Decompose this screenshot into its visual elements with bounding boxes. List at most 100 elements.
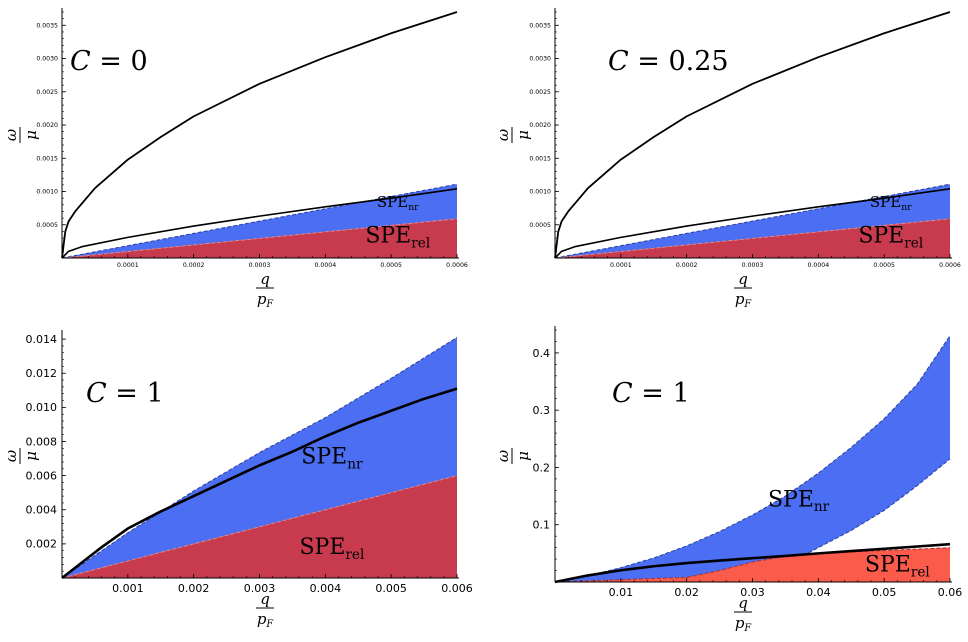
label-SPE_rel-main: SPE xyxy=(365,224,411,249)
axes: 0.0001 0.0002 0.0003 0.0004 0.0005 0.0006 0.00… xyxy=(36,8,468,269)
panel-top-left: 0.0001 0.0002 0.0003 0.0004 0.0005 0.0006 0.00… xyxy=(2,8,468,310)
annotation-value: 1 xyxy=(146,378,163,409)
label-SPE_nr-main: SPE xyxy=(768,487,814,512)
y-tick-label: 0.008 xyxy=(26,435,58,448)
x-tick-label: 0.0004 xyxy=(808,262,830,269)
x-axis-label: q pF xyxy=(256,270,274,310)
region-SPE_rel-upper-edge xyxy=(554,218,951,259)
x-tick-label: 0.004 xyxy=(310,582,342,595)
label-SPE_nr-subscript: nr xyxy=(408,202,419,213)
region-SPE_nr xyxy=(555,335,950,582)
label-SPE_rel-main: SPE xyxy=(865,553,911,578)
curve-upper-plasmon xyxy=(554,11,951,259)
y-tick-label: 0.0015 xyxy=(36,155,58,162)
annotation-equals: = xyxy=(629,46,669,77)
y-axis-label-denominator: μ xyxy=(514,130,532,140)
x-tick-label: 0.03 xyxy=(740,586,765,599)
x-axis-label-subscript: F xyxy=(265,619,274,630)
region-SPE_rel-upper-edge xyxy=(554,547,951,583)
label-SPE_nr: SPEnr xyxy=(768,487,830,515)
x-tick-label: 0.0002 xyxy=(676,262,698,269)
annotation-variable: C xyxy=(608,46,629,77)
region-SPE_rel-upper-edge xyxy=(61,475,458,579)
axes: 0.0001 0.0002 0.0003 0.0004 0.0005 0.0006 0.00… xyxy=(529,8,961,269)
y-tick-label: 0.002 xyxy=(26,538,58,551)
label-SPE_rel-subscript: rel xyxy=(911,565,930,581)
label-SPE_rel-main: SPE xyxy=(299,535,345,560)
panel-bottom-left: 0.001 0.002 0.003 0.004 0.005 0.006 0.002 0.004… xyxy=(2,330,473,630)
x-tick-label: 0.05 xyxy=(872,586,897,599)
region-SPE_nr-lower-edge xyxy=(554,458,951,583)
label-SPE_nr: SPEnr xyxy=(870,193,912,213)
region-SPE_rel xyxy=(555,547,950,582)
y-tick-label: 0.0030 xyxy=(529,56,551,63)
annotation-c-value: C = 0 xyxy=(70,46,148,77)
label-SPE_rel-subscript: rel xyxy=(904,236,923,252)
x-axis-label-denominator: pF xyxy=(257,610,275,630)
label-SPE_rel: SPErel xyxy=(865,553,930,581)
label-SPE_nr: SPEnr xyxy=(377,193,419,213)
label-SPE_rel: SPErel xyxy=(299,535,364,563)
curve-plasmon xyxy=(61,387,458,580)
x-tick-label: 0.006 xyxy=(441,582,473,595)
y-tick-label: 0.3 xyxy=(533,404,551,417)
regions xyxy=(61,183,458,259)
x-axis-label: q pF xyxy=(734,270,752,310)
x-axis-label-numerator: q xyxy=(260,270,270,288)
y-tick-label: 0.4 xyxy=(533,347,551,360)
panel-bottom-right: 0.01 0.02 0.03 0.04 0.05 0.060.10.20.30.4SPEn… xyxy=(494,326,962,634)
region-SPE_nr xyxy=(62,337,457,578)
label-SPE_rel: SPErel xyxy=(858,224,923,252)
y-tick-label: 0.0020 xyxy=(529,122,551,129)
region-SPE_nr-upper-edge xyxy=(554,335,951,583)
y-tick-label: 0.0035 xyxy=(36,22,58,29)
x-tick-label: 0.0003 xyxy=(742,262,764,269)
label-SPE_rel-subscript: rel xyxy=(411,236,430,252)
y-tick-label: 0.0030 xyxy=(36,56,58,63)
curve-lower-plasmon xyxy=(554,188,951,259)
label-SPE_nr: SPEnr xyxy=(301,445,363,473)
x-axis-label-denominator: pF xyxy=(735,614,753,634)
x-tick-label: 0.0004 xyxy=(315,262,337,269)
panel-top-right: 0.0001 0.0002 0.0003 0.0004 0.0005 0.0006 0.00… xyxy=(494,8,961,310)
x-axis-label-subscript: F xyxy=(743,299,752,310)
y-axis-label-numerator: ω xyxy=(2,129,20,141)
label-SPE_rel-subscript: rel xyxy=(345,547,364,563)
annotation-equals: = xyxy=(107,378,147,409)
annotation-variable: C xyxy=(86,378,107,409)
x-axis-label-subscript: F xyxy=(265,299,274,310)
x-axis-label: q pF xyxy=(734,594,752,634)
annotation-c-value: C = 0.25 xyxy=(608,46,729,77)
x-axis-label-subscript: F xyxy=(743,623,752,634)
x-tick-label: 0.0001 xyxy=(117,262,139,269)
y-tick-label: 0.004 xyxy=(26,504,58,517)
regions xyxy=(554,183,951,259)
label-SPE_nr-subscript: nr xyxy=(814,499,830,515)
y-axis-label-numerator: ω xyxy=(494,129,512,141)
y-tick-label: 0.0010 xyxy=(529,189,551,196)
annotation-c-value: C = 1 xyxy=(612,378,690,409)
y-tick-label: 0.0035 xyxy=(529,22,551,29)
y-tick-label: 0.2 xyxy=(533,461,551,474)
label-SPE_rel-main: SPE xyxy=(858,224,904,249)
curves xyxy=(554,11,951,259)
x-axis-label-denominator: pF xyxy=(257,290,275,310)
annotation-equals: = xyxy=(633,378,673,409)
annotation-value: 0 xyxy=(130,46,147,77)
curves xyxy=(61,387,458,580)
y-tick-label: 0.010 xyxy=(26,401,58,414)
label-SPE_nr-main: SPE xyxy=(301,445,347,470)
x-axis-label-denominator: pF xyxy=(735,290,753,310)
y-tick-label: 0.0005 xyxy=(36,222,58,229)
curve-lower-plasmon xyxy=(61,188,458,259)
x-tick-label: 0.0001 xyxy=(610,262,632,269)
x-axis-label: q pF xyxy=(256,590,274,630)
y-tick-label: 0.006 xyxy=(26,469,58,482)
x-tick-label: 0.0002 xyxy=(183,262,205,269)
x-tick-label: 0.0005 xyxy=(873,262,895,269)
y-tick-label: 0.0015 xyxy=(529,155,551,162)
